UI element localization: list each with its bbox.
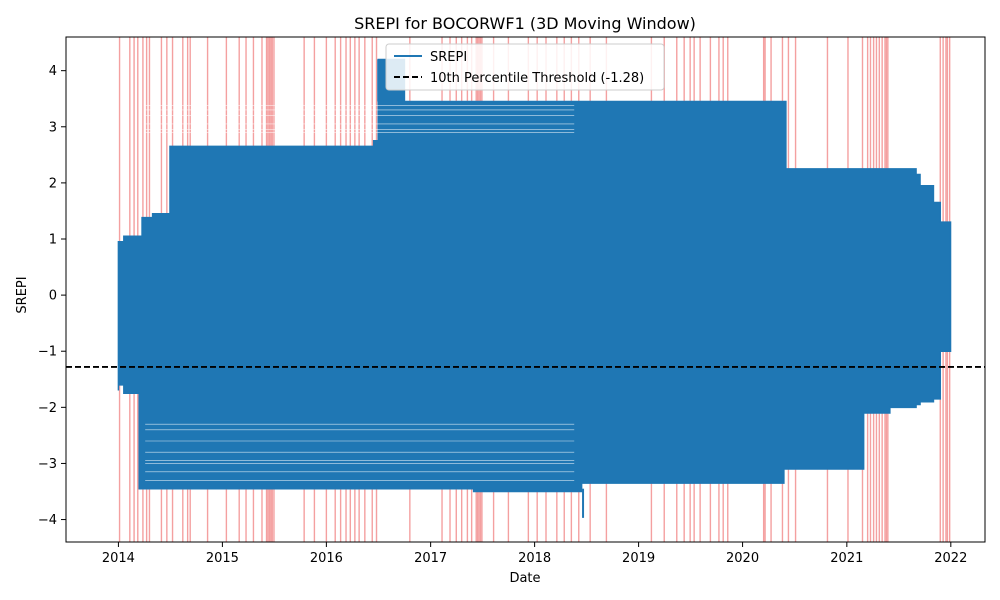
x-tick-label: 2020 — [726, 551, 759, 566]
legend-box — [385, 43, 665, 91]
x-tick-label: 2018 — [518, 551, 551, 566]
y-tick-label: −3 — [38, 457, 57, 472]
y-tick-label: 1 — [49, 233, 57, 248]
x-tick-label: 2017 — [414, 551, 447, 566]
y-tick-label: −4 — [38, 513, 57, 528]
y-tick-label: 0 — [49, 289, 57, 304]
y-tick-label: 3 — [49, 120, 57, 135]
x-tick-label: 2019 — [622, 551, 655, 566]
x-tick-label: 2021 — [830, 551, 863, 566]
legend: SREPI 10th Percentile Threshold (-1.28) — [385, 43, 665, 91]
x-tick-label: 2022 — [934, 551, 967, 566]
plot-frame — [65, 36, 986, 543]
y-tick-label: 4 — [49, 64, 57, 79]
legend-label-threshold: 10th Percentile Threshold (-1.28) — [430, 71, 644, 86]
series-layer — [117, 58, 952, 518]
y-tick-label: 2 — [49, 176, 57, 191]
srepi-series-area — [117, 58, 952, 493]
x-axis-label: Date — [509, 571, 540, 586]
axes-layer: 2014 2015 2016 2017 2018 2019 2020 2021 2022−4−3… — [38, 36, 986, 566]
y-tick-label: −1 — [38, 345, 57, 360]
y-axis-label: SREPI — [15, 276, 30, 313]
legend-label-srepi: SREPI — [430, 50, 467, 65]
x-tick-label: 2015 — [206, 551, 239, 566]
y-tick-label: −2 — [38, 401, 57, 416]
chart-title: SREPI for BOCORWF1 (3D Moving Window) — [354, 14, 696, 33]
x-tick-label: 2014 — [102, 551, 135, 566]
x-tick-label: 2016 — [310, 551, 343, 566]
